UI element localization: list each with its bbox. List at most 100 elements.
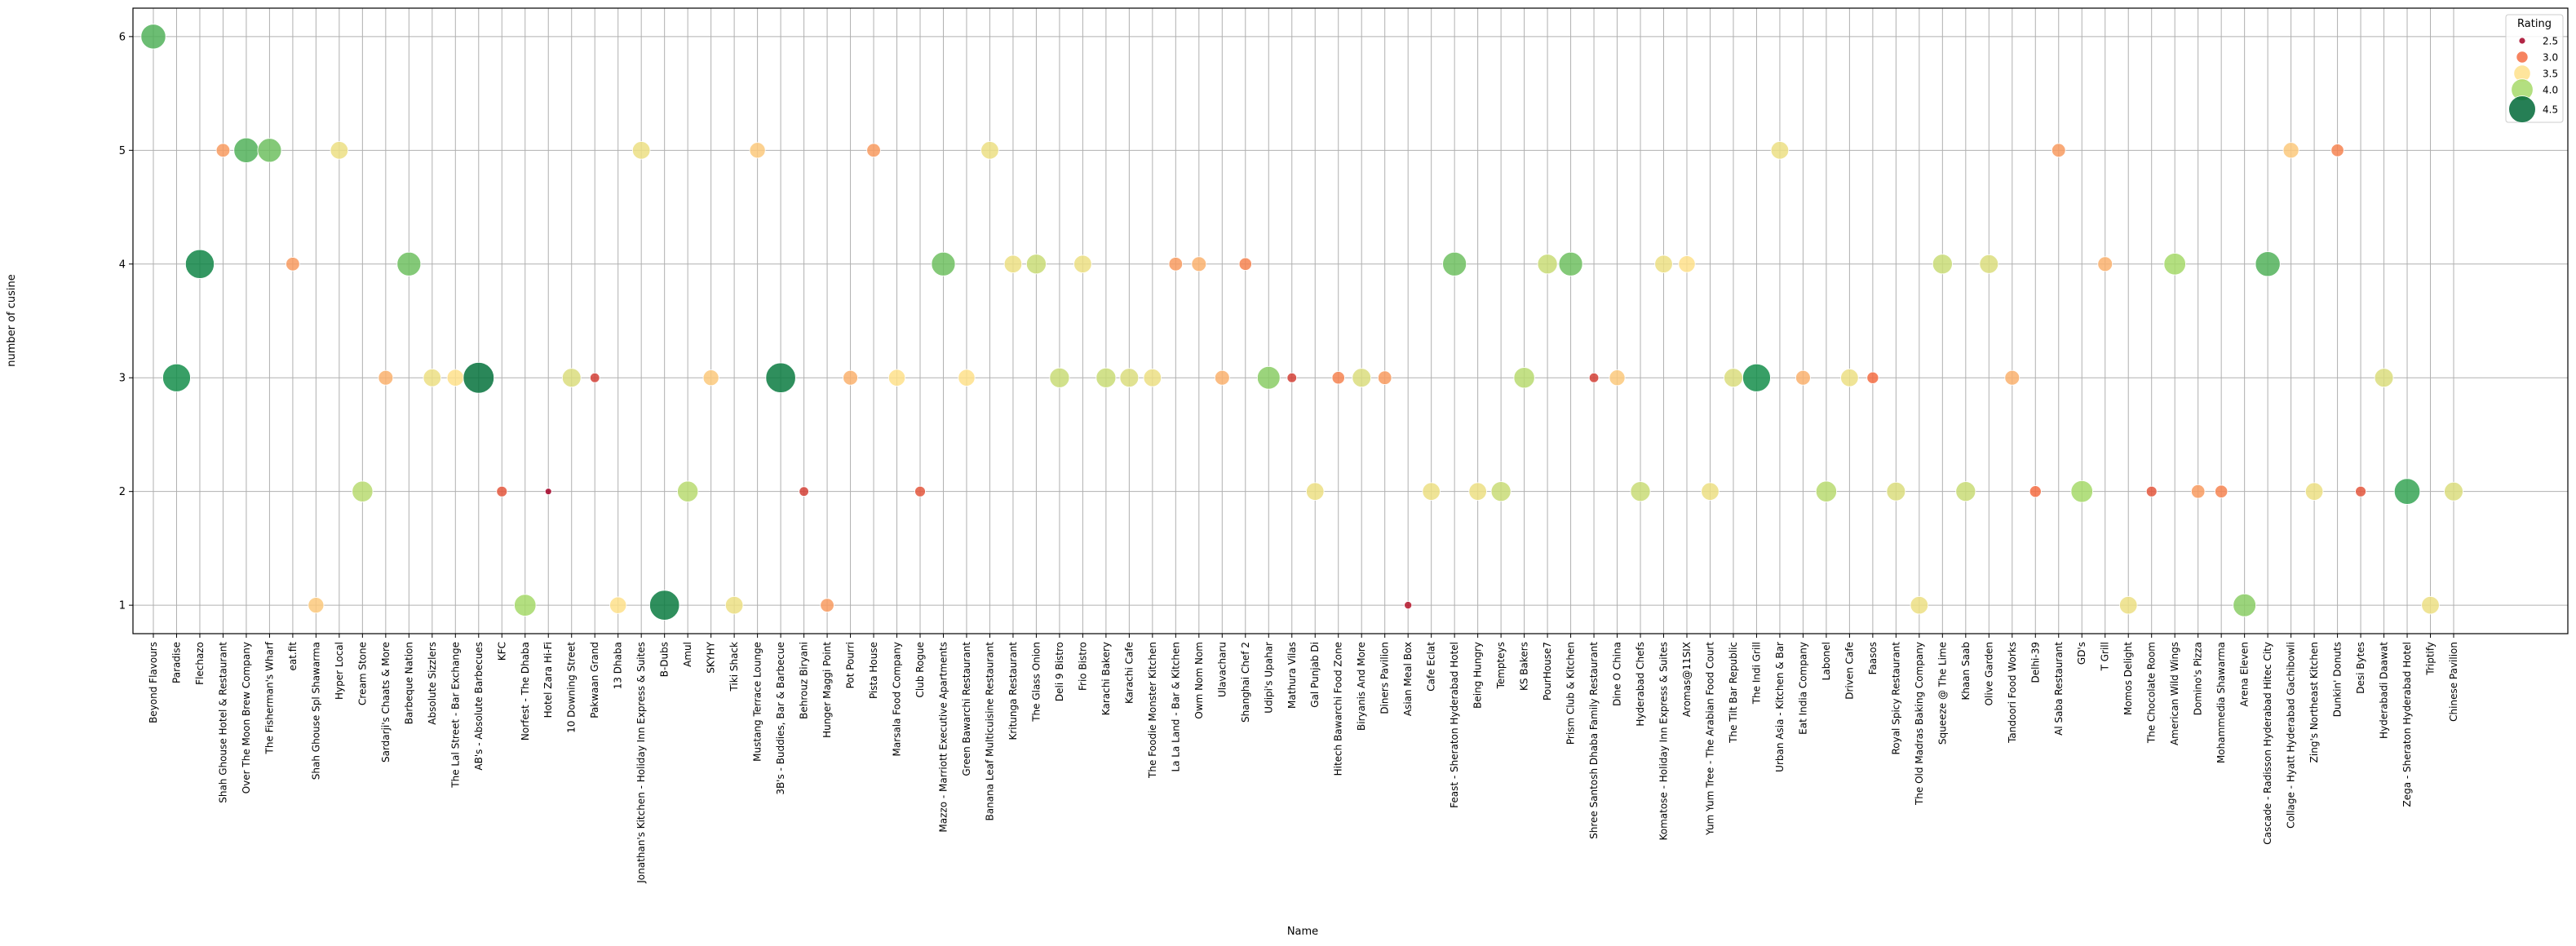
x-tick-label: Hyderabad Chefs — [1635, 642, 1646, 727]
x-tick-label: American Wild Wings — [2169, 642, 2180, 745]
x-tick-label: Cascade - Radisson Hyderabad Hitec City — [2262, 642, 2273, 845]
legend-label: 2.5 — [2543, 36, 2558, 47]
x-tick-label: Asian Meal Box — [1402, 642, 1414, 716]
data-point — [1795, 369, 1811, 386]
x-tick-label: Kritunga Restaurant — [1007, 642, 1019, 740]
x-tick-label: Biryanis And More — [1356, 642, 1367, 731]
data-point — [1119, 368, 1140, 388]
legend-marker — [2518, 37, 2526, 45]
data-point — [2118, 595, 2138, 615]
data-point — [1238, 257, 1252, 271]
legend-marker — [2516, 51, 2529, 64]
data-point — [352, 480, 374, 502]
data-point — [765, 362, 796, 393]
data-point — [1095, 367, 1117, 388]
data-point — [1286, 372, 1298, 383]
x-tick-label: The Chocolate Room — [2146, 642, 2158, 744]
x-tick-label: The Foodie Monster Kitchen — [1147, 642, 1158, 779]
data-point — [2004, 369, 2021, 386]
x-tick-label: The Glass Onion — [1030, 642, 1042, 723]
data-point — [1513, 367, 1535, 389]
y-gridlines — [133, 36, 2568, 606]
x-tick-label: 13 Dhaba — [613, 642, 624, 689]
data-point — [2374, 368, 2394, 388]
x-tick-label: Delhi-39 — [2029, 642, 2041, 683]
data-point — [1630, 481, 1651, 502]
data-point — [215, 143, 231, 158]
y-tick-label: 2 — [119, 486, 126, 498]
x-tick-label: Shanghai Chef 2 — [1240, 642, 1251, 723]
x-tick-label: Deli 9 Bistro — [1054, 642, 1065, 701]
x-tick-label: Faasos — [1867, 642, 1879, 674]
data-point — [1377, 370, 1392, 385]
y-tick-label: 1 — [119, 600, 126, 612]
legend-label: 3.0 — [2543, 52, 2558, 64]
data-point — [1654, 254, 1673, 273]
x-tick-label: Absolute Sizzlers — [427, 642, 438, 725]
x-tick-label: Udipi's Upahar — [1263, 642, 1274, 714]
x-tick-label: Jonathan's Kitchen - Holiday Inn Express… — [635, 642, 647, 884]
x-tick-label: Ulavacharu — [1216, 642, 1228, 697]
x-tick-label: Desi Bytes — [2355, 642, 2366, 694]
x-tick-label: Club Rogue — [914, 642, 926, 698]
data-point — [1003, 254, 1023, 273]
data-point — [1742, 363, 1771, 392]
y-axis-ticks: 1 2 3 4 5 6 — [119, 31, 133, 612]
x-tick-label: Mathura Vilas — [1286, 642, 1298, 709]
legend-title: Rating — [2517, 18, 2552, 30]
data-point — [2097, 256, 2113, 272]
x-tick-label: Hyderabadi Daawat — [2379, 642, 2390, 739]
data-point — [1468, 482, 1487, 501]
data-point — [233, 137, 259, 163]
data-point — [1770, 141, 1790, 160]
x-tick-label: The Lal Street - Bar Exchange — [449, 642, 461, 789]
data-point — [2255, 251, 2281, 277]
data-point — [2190, 484, 2206, 499]
x-tick-label: Hunger Maggi Point — [821, 642, 833, 738]
x-tick-label: Hitech Bawarchi Food Zone — [1333, 642, 1344, 776]
data-point — [609, 596, 627, 614]
data-point — [330, 141, 349, 160]
data-point — [2029, 485, 2042, 498]
x-tick-label: Olive Garden — [1983, 642, 1994, 705]
data-point — [308, 597, 325, 614]
y-tick-label: 6 — [119, 31, 126, 43]
data-point — [1588, 372, 1600, 383]
x-tick-label: Shree Santosh Dhaba Family Restaurant — [1588, 642, 1600, 839]
data-point — [724, 595, 744, 615]
x-tick-label: Pot Pourri — [845, 642, 856, 688]
x-tick-label: Collage - Hyatt Hyderabad Gachibowli — [2286, 642, 2297, 829]
x-tick-label: Mustang Terrace Lounge — [752, 642, 764, 762]
x-tick-label: AB's - Absolute Barbecues — [473, 642, 485, 771]
legend-label: 4.5 — [2543, 104, 2558, 116]
data-point — [2215, 484, 2229, 498]
data-point — [2393, 478, 2421, 505]
y-axis-label: number of cusine — [6, 274, 18, 367]
data-point — [1143, 369, 1162, 387]
x-tick-label: La La Land - Bar & Kitchen — [1170, 642, 1181, 772]
x-axis-label: Name — [1287, 926, 1318, 938]
data-point — [1979, 254, 1999, 274]
data-point — [184, 249, 215, 279]
legend: Rating 2.5 3.0 3.5 4.0 4.5 — [2505, 14, 2564, 123]
y-tick-label: 5 — [119, 145, 126, 157]
x-tick-label: SKYHY — [706, 641, 717, 673]
data-point — [1214, 369, 1230, 386]
x-tick-label: GD's — [2076, 642, 2087, 665]
data-point — [2233, 593, 2256, 617]
data-point — [1910, 595, 1929, 615]
data-point — [1191, 256, 1207, 272]
data-point — [446, 369, 464, 387]
x-tick-label: Cream Stone — [356, 642, 368, 705]
x-tick-label: Squeeze @ The Lime — [1936, 642, 1948, 745]
data-point — [2304, 482, 2324, 501]
data-point — [2330, 144, 2344, 157]
x-tick-label: Tandoori Food Works — [2007, 642, 2018, 744]
x-tick-label: The Old Madras Baking Company — [1914, 642, 1925, 806]
data-point — [1490, 481, 1512, 502]
x-tick-label: Dunkin' Donuts — [2332, 642, 2344, 717]
x-tick-label: The Fisherman's Wharf — [263, 641, 275, 754]
legend-marker — [2508, 95, 2536, 123]
data-point — [677, 480, 699, 502]
x-tick-label: Urban Asia - Kitchen & Bar — [1774, 642, 1786, 772]
